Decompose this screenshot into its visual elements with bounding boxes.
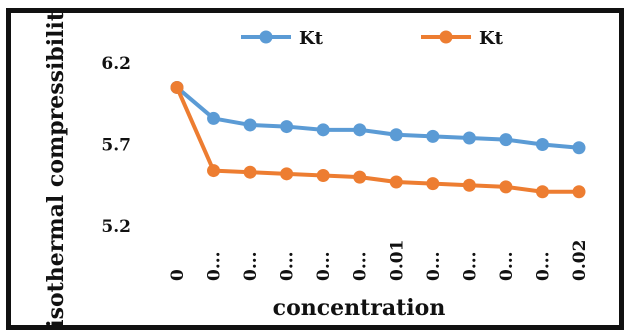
x-tick-label: 0... <box>351 251 371 281</box>
legend-label: Kt <box>299 28 324 49</box>
x-axis-title: concentration <box>273 295 446 321</box>
x-tick-label: 0... <box>278 251 298 281</box>
series-2 <box>170 80 586 199</box>
x-tick-label: 0... <box>205 251 225 281</box>
data-point <box>499 180 513 194</box>
data-point <box>243 165 257 179</box>
data-point <box>535 185 549 199</box>
data-point <box>426 177 440 191</box>
data-point <box>353 123 367 137</box>
x-tick-label: 0... <box>533 251 553 281</box>
data-point <box>389 128 403 142</box>
data-point <box>170 80 184 94</box>
data-point <box>316 168 330 182</box>
legend-marker <box>259 30 273 44</box>
x-tick-labels: 0 0... 0... 0... 0... 0... 0.01 0... 0... 0... 0..… <box>168 240 590 281</box>
data-point <box>462 178 476 192</box>
data-point <box>353 170 367 184</box>
chart-frame: isothermal compressibility concentration… <box>6 8 624 330</box>
y-tick-labels: 6.2 5.7 5.2 <box>101 54 131 237</box>
x-tick-label: 0... <box>314 251 334 281</box>
x-tick-label: 0... <box>241 251 261 281</box>
data-point <box>426 129 440 143</box>
legend-entry: Kt <box>421 28 504 49</box>
line-chart: isothermal compressibility concentration… <box>43 13 590 325</box>
series-1 <box>170 80 586 155</box>
legend-label: Kt <box>479 28 504 49</box>
data-point <box>280 120 294 134</box>
data-point <box>316 123 330 137</box>
y-axis-title: isothermal compressibility <box>43 13 69 325</box>
y-tick-label: 5.7 <box>101 136 131 156</box>
data-point <box>389 175 403 189</box>
data-point <box>572 185 586 199</box>
series-layer <box>170 80 586 199</box>
legend-marker <box>439 30 453 44</box>
x-tick-label: 0 <box>168 269 188 281</box>
x-tick-label: 0.01 <box>387 240 407 281</box>
data-point <box>535 138 549 151</box>
y-tick-label: 5.2 <box>101 217 131 237</box>
y-tick-label: 6.2 <box>101 54 131 74</box>
data-point <box>207 111 221 125</box>
data-point <box>572 141 586 155</box>
x-tick-label: 0... <box>497 251 517 281</box>
x-tick-label: 0... <box>460 251 480 281</box>
data-point <box>280 167 294 181</box>
series-line <box>175 85 581 150</box>
x-tick-label: 0... <box>424 251 444 281</box>
legend: Kt Kt <box>241 28 504 49</box>
data-point <box>499 133 513 147</box>
legend-entry: Kt <box>241 28 324 49</box>
data-point <box>243 118 257 132</box>
data-point <box>207 164 221 178</box>
data-point <box>462 131 476 145</box>
x-tick-label: 0.02 <box>570 240 590 281</box>
